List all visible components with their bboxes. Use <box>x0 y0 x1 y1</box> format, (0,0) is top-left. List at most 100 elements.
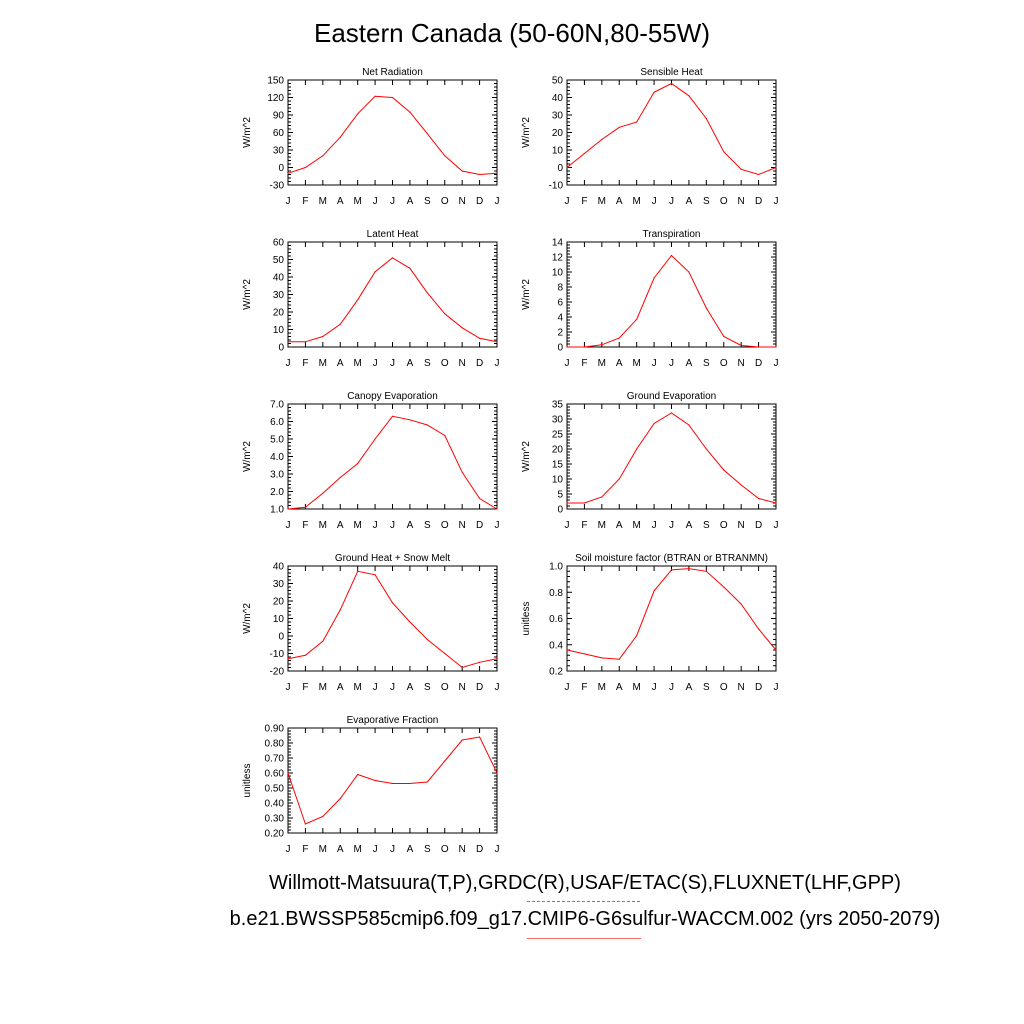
chart-panel-9: Evaporative Fraction unitless 0.20 0.30 0.40… <box>242 715 500 855</box>
y-tick-label: 90 <box>273 111 285 122</box>
series-line <box>287 570 498 669</box>
data-point <box>409 419 411 421</box>
x-tick-label: N <box>459 196 466 207</box>
chart-title: Ground Evaporation <box>627 391 717 402</box>
x-tick-label: J <box>669 682 674 693</box>
x-tick-label: M <box>319 358 327 369</box>
x-tick-label: D <box>755 520 762 531</box>
x-tick-label: N <box>459 520 466 531</box>
x-tick-label: O <box>441 520 449 531</box>
data-point <box>496 772 498 774</box>
y-tick-label: 15 <box>552 460 564 471</box>
data-point <box>723 586 725 588</box>
data-point <box>705 117 707 120</box>
x-tick-label: M <box>598 358 606 369</box>
data-point <box>723 469 725 471</box>
data-point <box>566 502 568 504</box>
data-point <box>357 462 359 465</box>
x-tick-label: J <box>669 196 674 207</box>
x-tick-label: F <box>581 196 587 207</box>
x-tick-label: A <box>616 196 623 207</box>
data-point <box>322 640 324 642</box>
data-point <box>409 782 411 785</box>
data-point <box>287 772 289 774</box>
data-point <box>357 113 359 115</box>
x-tick-label: J <box>373 844 378 855</box>
data-point <box>444 313 446 315</box>
x-tick-label: O <box>720 358 728 369</box>
x-tick-label: J <box>565 520 570 531</box>
data-point <box>461 739 463 741</box>
data-point <box>566 166 568 169</box>
y-tick-label: 10 <box>552 268 564 279</box>
data-point <box>426 292 428 294</box>
data-point <box>775 649 777 651</box>
data-point <box>304 166 306 169</box>
y-tick-label: 40 <box>552 93 564 104</box>
x-tick-label: J <box>390 196 395 207</box>
x-tick-label: M <box>598 520 606 531</box>
y-tick-label: 6.0 <box>270 417 284 428</box>
data-point <box>339 797 341 800</box>
data-point <box>601 344 603 346</box>
data-point <box>496 508 498 510</box>
y-tick-label: -10 <box>270 649 285 660</box>
y-tick-label: 60 <box>273 128 285 139</box>
x-tick-label: S <box>424 358 431 369</box>
data-point <box>740 168 742 170</box>
x-tick-label: J <box>774 520 779 531</box>
x-tick-label: A <box>407 520 414 531</box>
y-tick-label: 12 <box>552 253 564 264</box>
series-line <box>287 736 498 825</box>
y-tick-label: 14 <box>552 238 564 249</box>
x-tick-label: J <box>669 358 674 369</box>
series-line <box>567 254 776 348</box>
plot-frame <box>566 565 777 672</box>
x-tick-label: A <box>337 520 344 531</box>
x-tick-label: O <box>441 358 449 369</box>
y-tick-label: 5.0 <box>270 435 284 446</box>
data-point <box>479 661 481 663</box>
data-point <box>444 434 446 437</box>
data-point <box>444 155 446 157</box>
y-axis-label: W/m^2 <box>242 603 253 634</box>
data-point <box>723 335 725 338</box>
data-point <box>775 502 777 504</box>
plot-frame <box>566 403 777 510</box>
x-tick-label: M <box>319 682 327 693</box>
chart-title: Latent Heat <box>367 229 419 240</box>
data-point <box>653 590 655 592</box>
data-point <box>322 492 324 494</box>
data-point <box>287 341 289 343</box>
data-point <box>374 271 376 273</box>
x-tick-label: J <box>286 682 291 693</box>
x-tick-label: O <box>441 844 449 855</box>
data-point <box>740 603 742 605</box>
x-tick-label: S <box>424 682 431 693</box>
x-tick-label: D <box>476 844 483 855</box>
data-point <box>322 155 324 157</box>
x-tick-label: M <box>598 196 606 207</box>
x-tick-label: M <box>353 520 361 531</box>
x-tick-label: A <box>407 844 414 855</box>
footer-dash-blue <box>527 901 640 902</box>
x-tick-label: F <box>302 682 308 693</box>
data-point <box>688 568 690 570</box>
y-tick-label: 6 <box>557 298 563 309</box>
x-tick-label: S <box>424 844 431 855</box>
y-tick-label: 3.0 <box>270 470 284 481</box>
data-point <box>479 173 481 176</box>
data-point <box>357 570 359 572</box>
x-tick-label: A <box>407 358 414 369</box>
plot-frame <box>287 79 498 186</box>
x-tick-label: N <box>459 844 466 855</box>
footer-observations-line: Willmott-Matsuura(T,P),GRDC(R),USAF/ETAC… <box>269 872 901 894</box>
x-tick-label: J <box>286 520 291 531</box>
x-tick-label: M <box>632 520 640 531</box>
x-tick-label: N <box>459 682 466 693</box>
x-tick-label: J <box>373 358 378 369</box>
y-tick-label: 0 <box>278 343 284 354</box>
data-point <box>409 621 411 623</box>
